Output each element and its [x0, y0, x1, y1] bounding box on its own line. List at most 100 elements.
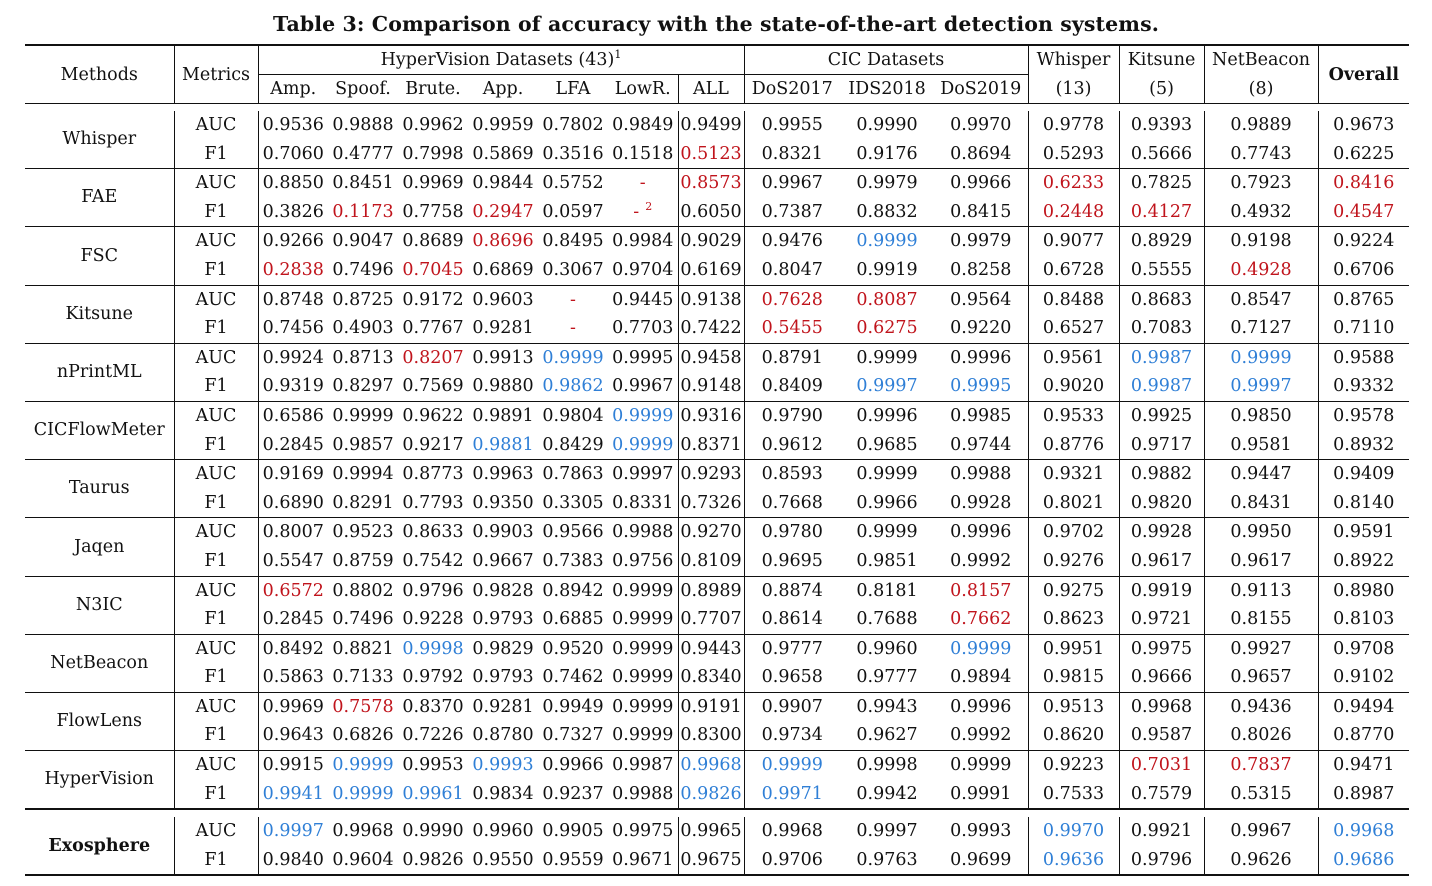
cell-auc: 0.9999 — [538, 343, 608, 372]
cell-value: 0.9985 — [950, 405, 1012, 426]
method-name-netbeacon: NetBeacon — [50, 652, 149, 673]
cell-f1: 0.9617 — [1118, 546, 1205, 576]
cell-value: 0.6572 — [262, 580, 324, 601]
cell-f1: 0.8776 — [1027, 430, 1120, 460]
cell-value: 0.9513 — [1042, 696, 1105, 717]
cell-value: 0.9999 — [1230, 347, 1292, 368]
cell-f1: 0.6169 — [677, 255, 744, 286]
cell-auc: 0.8370 — [398, 692, 468, 721]
cell-value: 0.9921 — [1130, 821, 1193, 842]
cell-value: 0.9988 — [950, 464, 1012, 485]
cell-f1: 0.4928 — [1203, 255, 1319, 286]
cell-value: 0.9587 — [1130, 725, 1193, 746]
cell-f1: 0.9721 — [1118, 605, 1205, 635]
cell-auc: 0.9673 — [1317, 111, 1410, 140]
cell-value: 0.9996 — [950, 696, 1012, 717]
header-amp: Amp. — [257, 74, 328, 104]
cell-value: 0.6233 — [1042, 173, 1105, 194]
cell-f1: 0.8109 — [677, 546, 744, 576]
metric-label: F1 — [173, 372, 258, 402]
cell-auc: 0.9113 — [1203, 576, 1319, 606]
cell-auc: 0.9999 — [608, 401, 678, 430]
cell-auc: 0.9987 — [608, 751, 678, 780]
cell-f1: 0.5869 — [468, 140, 538, 169]
cell-value: 0.9955 — [761, 115, 823, 135]
cell-f1: 0.9971 — [743, 779, 840, 810]
cell-f1: 0.2448 — [1027, 197, 1120, 227]
cell-value: 0.8103 — [1333, 609, 1395, 630]
cell-value: 0.7863 — [542, 464, 604, 485]
cell-auc: 0.9996 — [840, 401, 934, 430]
cell-f1: 0.9840 — [257, 845, 328, 876]
cell-value: 0.9907 — [761, 696, 823, 717]
metric-label: AUC — [173, 576, 258, 606]
cell-value: 0.7462 — [542, 667, 604, 688]
cell-auc: 0.9970 — [934, 111, 1028, 140]
cell-value: 0.8297 — [332, 376, 394, 397]
header-ids2018: IDS2018 — [848, 79, 926, 99]
cell-f1: 0.9894 — [934, 663, 1028, 692]
cell-f1: 0.9793 — [468, 663, 538, 692]
cell-value: 0.9266 — [262, 231, 324, 252]
cell-value: 0.8633 — [402, 522, 464, 543]
cell-f1: 0.9992 — [934, 547, 1028, 576]
cell-auc: 0.9999 — [328, 401, 398, 430]
header-brute: Brute. — [405, 79, 461, 99]
cell-value: 0.9494 — [1333, 696, 1395, 717]
cell-value: 0.7802 — [542, 115, 604, 135]
cell-auc: 0.9921 — [1118, 817, 1205, 846]
cell-value: 0.8987 — [1333, 783, 1395, 804]
cell-value: 0.7383 — [542, 550, 604, 571]
cell-auc: 0.8980 — [1317, 576, 1410, 606]
cell-auc: 0.9702 — [1027, 517, 1120, 547]
cell-value: 0.7579 — [1130, 783, 1193, 804]
cell-f1: 0.9148 — [677, 372, 744, 402]
cell-value: 0.9997 — [856, 821, 918, 842]
cell-f1: 0.7133 — [328, 663, 398, 692]
cell-value: 0.9996 — [856, 405, 918, 426]
cell-f1: 0.9220 — [934, 314, 1028, 343]
table-row: nPrintML AUC 0.9924 0.8713 0.8207 0.9913 0.999… — [25, 343, 1410, 382]
metric-label: AUC — [173, 517, 258, 547]
cell-value: 0.9967 — [761, 173, 823, 194]
cell-f1: 0.9666 — [1118, 663, 1205, 693]
cell-value: 0.9968 — [761, 821, 823, 842]
cell-value: 0.8791 — [761, 347, 823, 368]
cell-f1: 0.9928 — [934, 489, 1028, 518]
cell-value: 0.6527 — [1042, 318, 1105, 339]
header-methods: Methods — [60, 64, 138, 85]
cell-f1: 0.9704 — [608, 256, 678, 285]
cell-f1: 0.7668 — [743, 488, 840, 518]
cell-value: 0.7083 — [1130, 318, 1193, 339]
cell-f1: 0.5455 — [743, 314, 840, 344]
cell-value: 0.9276 — [1042, 550, 1105, 571]
cell-f1: 0.5863 — [257, 663, 328, 693]
cell-value: 0.9999 — [950, 755, 1012, 776]
cell-f1: 0.9880 — [468, 372, 538, 401]
header-kitsune-count: (5) — [1118, 74, 1205, 104]
cell-value: 0.8140 — [1333, 492, 1395, 513]
cell-auc: 0.9275 — [1027, 576, 1120, 606]
cell-auc: 0.9999 — [934, 751, 1028, 780]
cell-value: 0.9826 — [402, 849, 464, 870]
cell-value: 0.9699 — [950, 849, 1012, 870]
cell-auc: 0.9494 — [1317, 692, 1410, 722]
cell-auc: 0.9476 — [743, 226, 840, 256]
cell-value: 0.8748 — [262, 289, 324, 310]
cell-auc: 0.8495 — [538, 227, 608, 256]
metric-label: F1 — [173, 139, 258, 169]
cell-auc: 0.8791 — [743, 343, 840, 373]
cell-auc: 0.9891 — [468, 401, 538, 430]
cell-value: 0.9828 — [472, 580, 534, 601]
table-caption: Table 3: Comparison of accuracy with the… — [273, 12, 1159, 36]
cell-auc: 0.9393 — [1118, 111, 1205, 140]
cell-f1: 0.9815 — [1027, 663, 1120, 693]
cell-value: 0.6225 — [1333, 143, 1395, 164]
cell-value: 0.9643 — [262, 725, 324, 746]
cell-f1: 0.8770 — [1317, 721, 1410, 751]
cell-f1: 0.8300 — [677, 721, 744, 751]
cell-auc: 0.8593 — [743, 459, 840, 489]
cell-value: 0.9815 — [1042, 667, 1105, 688]
cell-value: 0.9792 — [402, 667, 464, 688]
cell-f1: 0.7758 — [398, 198, 468, 227]
